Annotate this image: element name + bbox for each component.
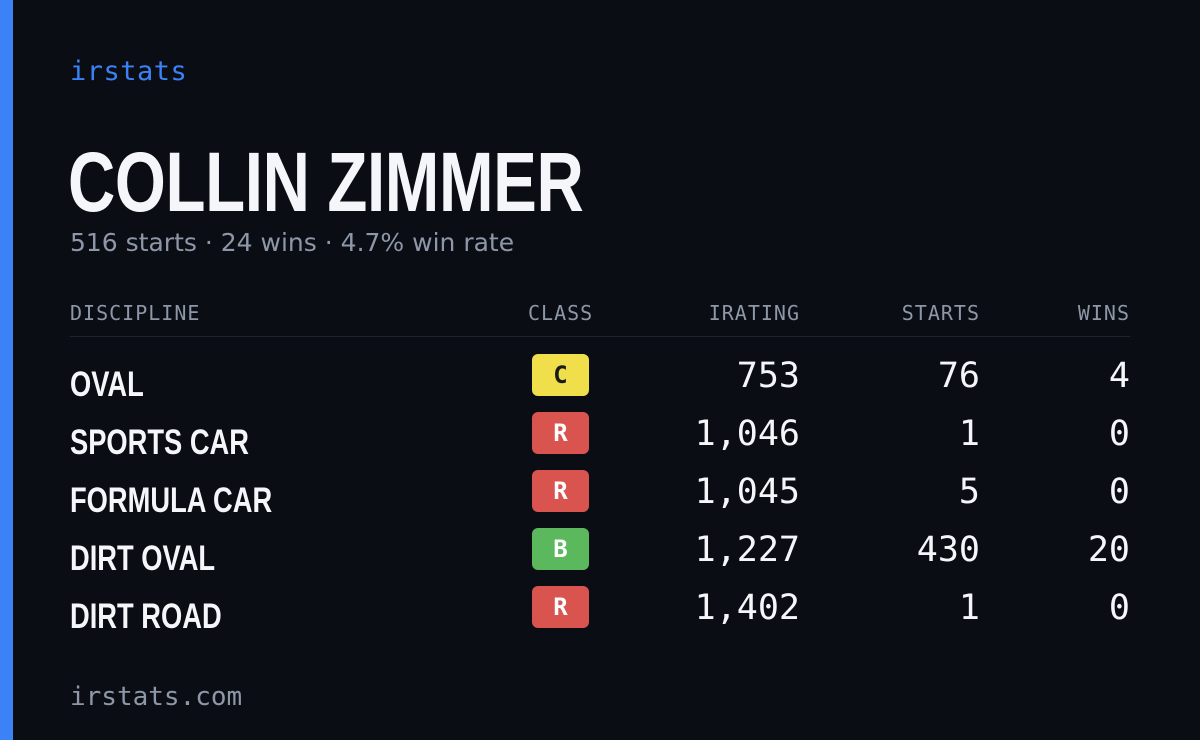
irating-value: 1,227 — [694, 530, 800, 570]
table-row: FORMULA CAR R 1,045 5 0 — [0, 470, 1200, 528]
discipline-name: FORMULA CAR — [70, 481, 273, 520]
discipline-name: OVAL — [70, 365, 144, 404]
header-irating: IRATING — [708, 301, 800, 325]
starts-value: 1 — [958, 414, 980, 454]
irating-value: 1,402 — [694, 588, 800, 628]
table-row: SPORTS CAR R 1,046 1 0 — [0, 412, 1200, 470]
header-wins: WINS — [1077, 301, 1130, 325]
starts-value: 5 — [958, 472, 980, 512]
wins-value: 0 — [1108, 414, 1130, 454]
summary-starts: 516 starts — [70, 228, 197, 257]
header-class: CLASS — [528, 301, 594, 325]
class-badge: B — [532, 528, 589, 570]
summary-wins: 24 wins — [220, 228, 317, 257]
summary-win-rate: 4.7% win rate — [340, 228, 515, 257]
wins-value: 20 — [1087, 530, 1130, 570]
header-divider — [70, 336, 1130, 337]
irating-value: 753 — [736, 356, 800, 396]
class-badge: R — [532, 470, 589, 512]
summary-separator: · — [204, 228, 213, 257]
player-summary: 516 starts · 24 wins · 4.7% win rate — [70, 228, 514, 257]
table-row: DIRT ROAD R 1,402 1 0 — [0, 586, 1200, 644]
class-badge: R — [532, 586, 589, 628]
wins-value: 4 — [1108, 356, 1130, 396]
wins-value: 0 — [1108, 588, 1130, 628]
header-discipline: DISCIPLINE — [70, 301, 201, 325]
player-name: COLLIN ZIMMER — [68, 135, 584, 229]
header-starts: STARTS — [901, 301, 980, 325]
discipline-name: SPORTS CAR — [70, 423, 249, 462]
discipline-name: DIRT OVAL — [70, 539, 216, 578]
accent-bar — [0, 0, 13, 740]
starts-value: 76 — [937, 356, 980, 396]
brand-logo-text: irstats — [70, 56, 188, 87]
summary-separator: · — [324, 228, 333, 257]
class-badge: C — [532, 354, 589, 396]
class-badge: R — [532, 412, 589, 454]
irating-value: 1,046 — [694, 414, 800, 454]
wins-value: 0 — [1108, 472, 1130, 512]
irating-value: 1,045 — [694, 472, 800, 512]
table-row: OVAL C 753 76 4 — [0, 354, 1200, 412]
starts-value: 430 — [916, 530, 980, 570]
discipline-name: DIRT ROAD — [70, 597, 222, 636]
footer-url: irstats.com — [70, 682, 243, 712]
starts-value: 1 — [958, 588, 980, 628]
table-row: DIRT OVAL B 1,227 430 20 — [0, 528, 1200, 586]
